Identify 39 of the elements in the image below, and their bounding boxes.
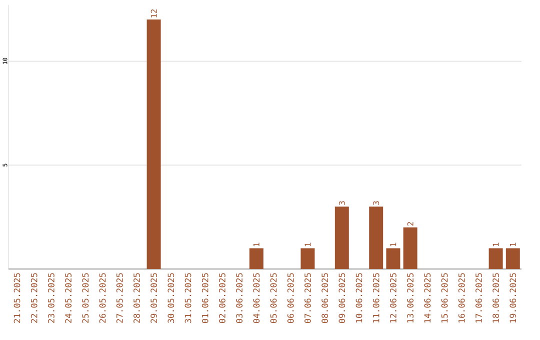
x-tick-label: 26.05.2025 <box>99 273 106 323</box>
x-tick-label: 31.05.2025 <box>184 273 192 323</box>
x-tick-label: 21.05.2025 <box>14 273 20 323</box>
bar <box>334 206 349 269</box>
x-tick-label: 09.06.2025 <box>338 273 346 323</box>
x-tick-label: 22.05.2025 <box>30 273 38 323</box>
x-tick-label: 18.06.2025 <box>492 273 500 322</box>
x-tick-label: 16.06.2025 <box>458 273 465 322</box>
x-tick-label: 30.05.2025 <box>168 273 174 323</box>
x-tick-label: 28.05.2025 <box>134 273 140 323</box>
x-tick-label: 03.06.2025 <box>236 273 243 323</box>
x-tick-label: 06.06.2025 <box>287 273 294 323</box>
x-tick-label: 05.06.2025 <box>270 273 277 323</box>
x-tick-label: 14.06.2025 <box>424 273 431 322</box>
x-tick-label: 23.05.2025 <box>48 273 54 323</box>
x-tick-label: 12.06.2025 <box>390 273 396 322</box>
x-tick-label: 08.06.2025 <box>322 273 328 323</box>
bar <box>369 206 384 269</box>
x-tick-label: 11.06.2025 <box>372 273 380 322</box>
x-tick-label: 04.06.2025 <box>253 273 260 323</box>
x-tick-label: 15.06.2025 <box>441 273 448 322</box>
x-tick-label: 01.06.2025 <box>202 273 208 323</box>
x-tick-label: 19.06.2025 <box>510 273 516 322</box>
x-tick-label: 07.06.2025 <box>304 273 311 323</box>
x-tick-label: 02.06.2025 <box>219 273 226 323</box>
x-tick-label: 24.05.2025 <box>65 273 72 323</box>
bar <box>146 20 161 269</box>
x-tick-label: 10.06.2025 <box>356 273 362 322</box>
x-tick-label: 29.05.2025 <box>150 273 158 323</box>
bar <box>403 227 418 269</box>
bar <box>300 248 315 269</box>
x-tick-label: 13.06.2025 <box>407 273 414 322</box>
x-tick-label: 17.06.2025 <box>476 273 482 322</box>
bar <box>249 248 264 269</box>
bar <box>506 248 520 269</box>
x-tick-label: 27.05.2025 <box>116 273 123 323</box>
x-tick-label: 25.05.2025 <box>82 273 89 323</box>
bar <box>488 248 503 269</box>
bar <box>386 248 400 269</box>
